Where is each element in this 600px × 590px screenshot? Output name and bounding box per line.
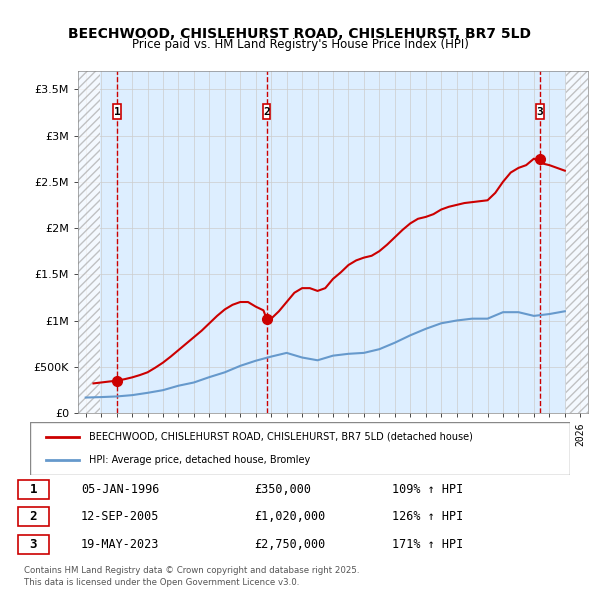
Text: This data is licensed under the Open Government Licence v3.0.: This data is licensed under the Open Gov…	[24, 578, 299, 587]
Text: Contains HM Land Registry data © Crown copyright and database right 2025.: Contains HM Land Registry data © Crown c…	[24, 566, 359, 575]
FancyBboxPatch shape	[536, 104, 544, 119]
FancyBboxPatch shape	[18, 535, 49, 553]
FancyBboxPatch shape	[18, 480, 49, 499]
Text: 2: 2	[263, 107, 270, 117]
Text: 171% ↑ HPI: 171% ↑ HPI	[392, 537, 463, 550]
Text: 126% ↑ HPI: 126% ↑ HPI	[392, 510, 463, 523]
Text: 05-JAN-1996: 05-JAN-1996	[81, 483, 160, 496]
Text: £1,020,000: £1,020,000	[254, 510, 325, 523]
Text: BEECHWOOD, CHISLEHURST ROAD, CHISLEHURST, BR7 5LD: BEECHWOOD, CHISLEHURST ROAD, CHISLEHURST…	[68, 27, 532, 41]
Text: 2: 2	[29, 510, 37, 523]
Text: 1: 1	[29, 483, 37, 496]
Text: Price paid vs. HM Land Registry's House Price Index (HPI): Price paid vs. HM Land Registry's House …	[131, 38, 469, 51]
Text: HPI: Average price, detached house, Bromley: HPI: Average price, detached house, Brom…	[89, 455, 311, 465]
Text: 109% ↑ HPI: 109% ↑ HPI	[392, 483, 463, 496]
Text: 3: 3	[536, 107, 543, 117]
Text: £2,750,000: £2,750,000	[254, 537, 325, 550]
FancyBboxPatch shape	[30, 422, 570, 475]
Text: 1: 1	[113, 107, 121, 117]
Bar	[78, 71, 100, 413]
Text: £350,000: £350,000	[254, 483, 311, 496]
Text: BEECHWOOD, CHISLEHURST ROAD, CHISLEHURST, BR7 5LD (detached house): BEECHWOOD, CHISLEHURST ROAD, CHISLEHURST…	[89, 432, 473, 442]
Text: 12-SEP-2005: 12-SEP-2005	[81, 510, 160, 523]
FancyBboxPatch shape	[113, 104, 121, 119]
Text: 3: 3	[29, 537, 37, 550]
FancyBboxPatch shape	[18, 507, 49, 526]
Text: 19-MAY-2023: 19-MAY-2023	[81, 537, 160, 550]
FancyBboxPatch shape	[263, 104, 271, 119]
